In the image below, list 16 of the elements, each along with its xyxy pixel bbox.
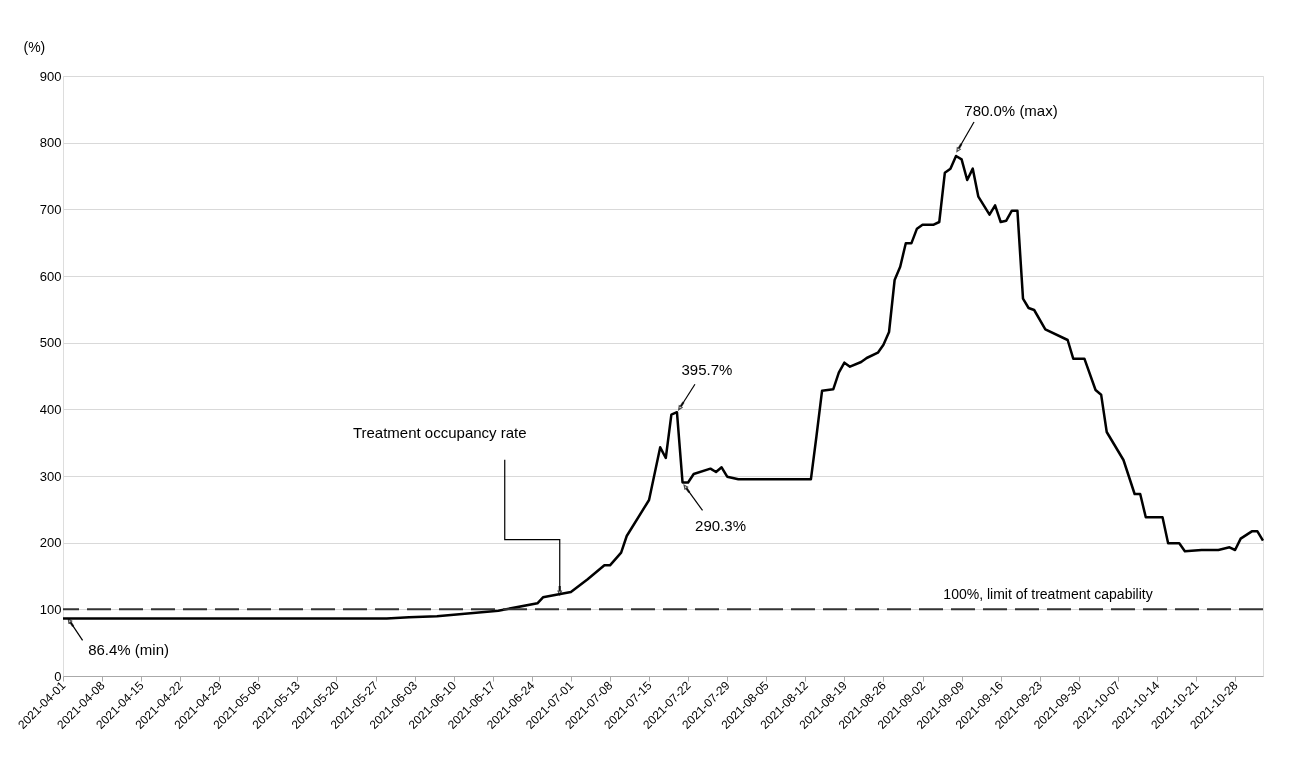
ref-line-label: 100%, limit of treatment capability	[943, 586, 1153, 603]
y-tick-label: 400	[39, 401, 62, 417]
annotation: Treatment occupancy rate	[352, 423, 527, 441]
y-tick-label: 900	[39, 68, 62, 84]
annotation: 86.4% (min)	[88, 641, 170, 659]
y-tick-label: 100	[39, 601, 62, 617]
annotation: 780.0% (max)	[964, 102, 1058, 119]
y-tick-label: 200	[39, 535, 62, 551]
y-tick-label: 300	[39, 468, 62, 484]
annotation: 395.7%	[681, 361, 733, 379]
y-tick-label: 600	[39, 268, 62, 284]
annotation: 290.3%	[695, 517, 746, 535]
y-axis-title: (%)	[23, 38, 46, 55]
y-tick-label: 700	[39, 201, 62, 217]
y-tick-label: 500	[39, 335, 62, 351]
y-tick-label: 800	[39, 135, 62, 151]
